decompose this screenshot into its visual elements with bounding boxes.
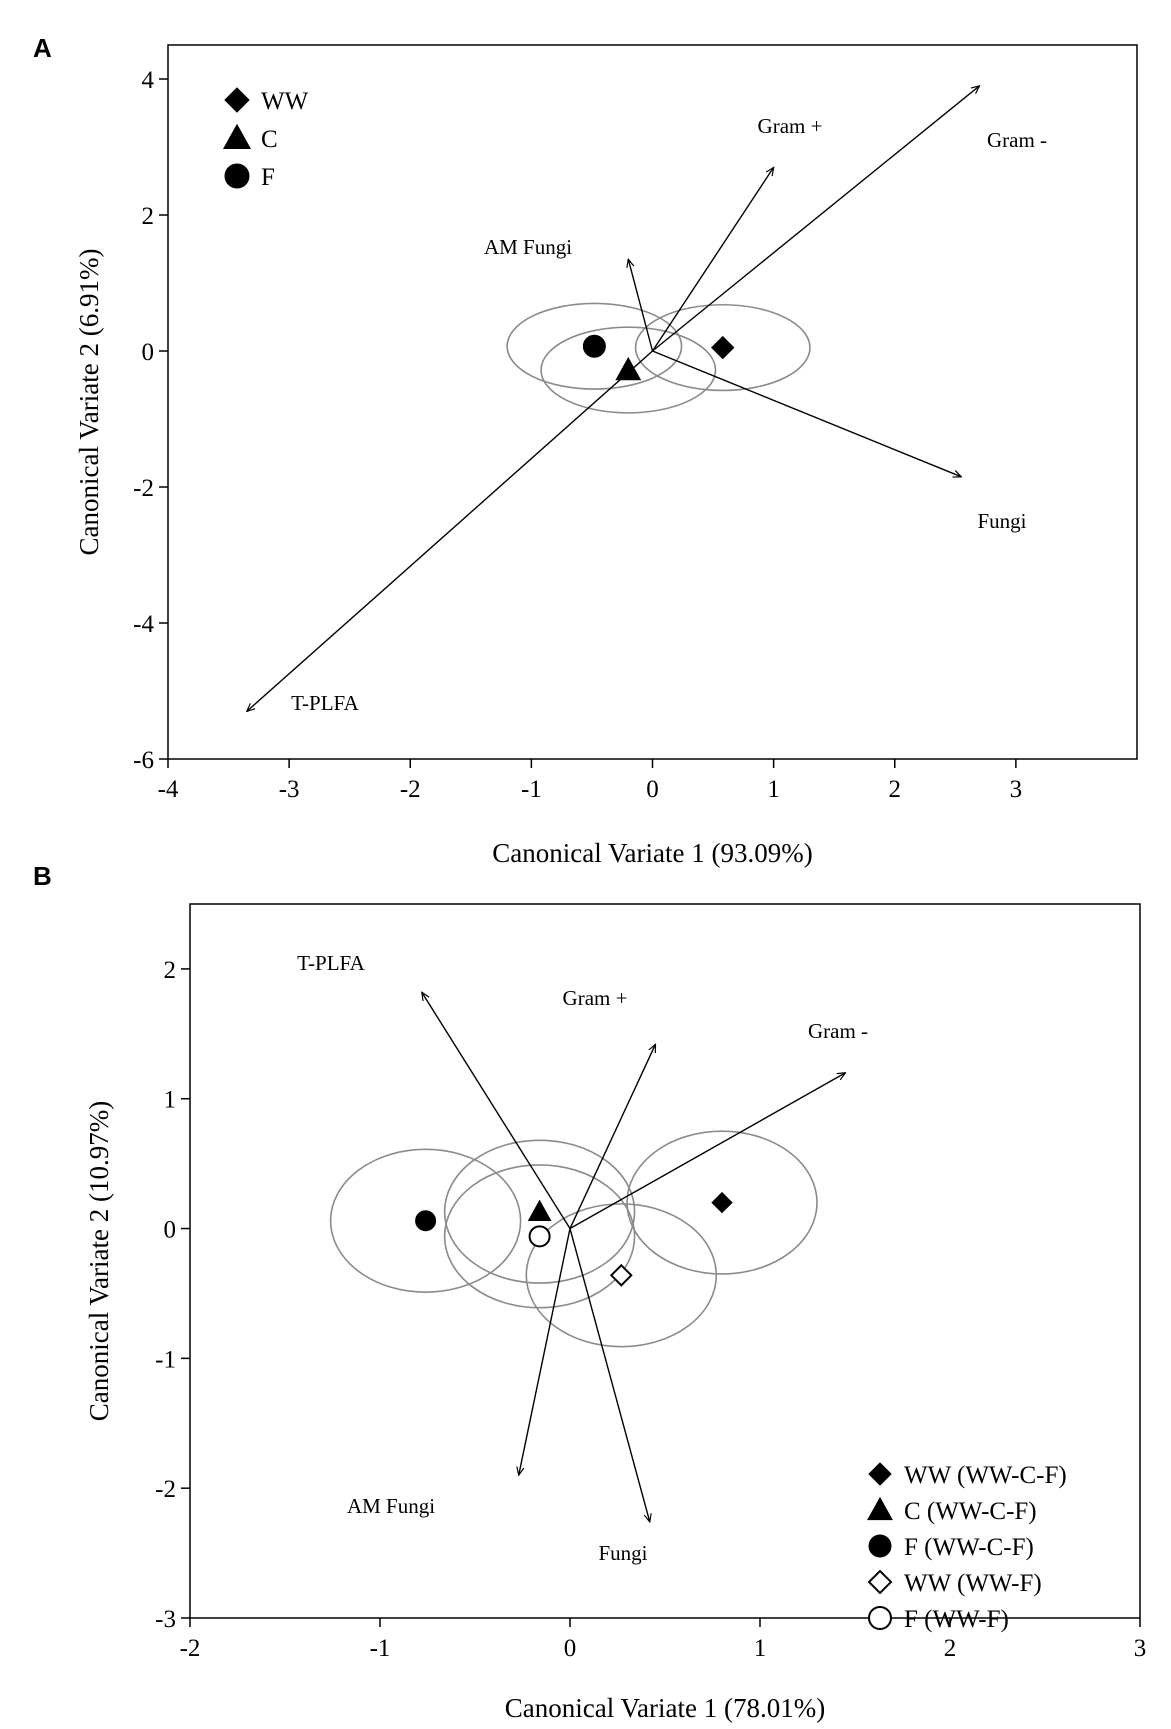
- point-f-ww-f: [528, 1225, 551, 1248]
- ellipse-f-ww-f: [443, 1164, 636, 1309]
- vector-label-gram: Gram -: [808, 1019, 868, 1043]
- x-tick-label: 0: [564, 1635, 577, 1662]
- y-tick-label: 2: [164, 957, 177, 984]
- x-tick-label: -3: [279, 776, 300, 803]
- x-tick-label: 3: [1134, 1635, 1147, 1662]
- vector-gram: [651, 167, 774, 352]
- point-c-ww-c-f: [527, 1199, 552, 1221]
- vector-label-fungi: Fungi: [977, 509, 1026, 533]
- ellipse-ww-ww-c-f: [626, 1130, 818, 1275]
- plot-frame: [189, 903, 1141, 1619]
- legend-marker-c: [222, 123, 252, 150]
- ellipse-f: [506, 302, 683, 390]
- y-tick-label: -2: [133, 475, 154, 502]
- x-tick-label: 0: [646, 776, 659, 803]
- legend-label-ww-ww-c-f: WW (WW-C-F): [904, 1462, 1067, 1489]
- x-tick-label: -2: [180, 1635, 201, 1662]
- legend: WW CF: [222, 87, 309, 191]
- y-tick-label: -4: [133, 611, 154, 638]
- legend-marker-ww: [224, 87, 250, 113]
- legend-label-c-ww-c-f: C (WW-C-F): [904, 1498, 1037, 1525]
- x-tick-label: -1: [521, 776, 542, 803]
- y-tick-label: 4: [142, 67, 155, 94]
- legend-marker-ww-ww-c-f: [868, 1462, 892, 1486]
- ellipse-c: [540, 326, 717, 414]
- legend-marker-f-ww-c-f: [868, 1534, 892, 1558]
- vector-label-gram: Gram +: [758, 114, 823, 138]
- vector-gram: [569, 1073, 846, 1230]
- point-f: [582, 334, 606, 358]
- x-tick-label: 1: [767, 776, 780, 803]
- point-ww-ww-c-f: [711, 1191, 733, 1214]
- vector-label-gram: Gram -: [987, 128, 1047, 152]
- vector-t-plfa: [247, 350, 653, 711]
- vector-label-t-plfa: T-PLFA: [291, 691, 360, 715]
- y-tick-label: 0: [142, 339, 155, 366]
- legend-label-f: F: [261, 164, 275, 191]
- legend-marker-ww-ww-f: [867, 1569, 893, 1595]
- point-ww-ww-f: [609, 1263, 633, 1287]
- x-tick-label: 2: [889, 776, 902, 803]
- vector-label-t-plfa: T-PLFA: [297, 951, 366, 975]
- vector-label-am-fungi: AM Fungi: [484, 235, 572, 259]
- legend-marker-c-ww-c-f: [867, 1496, 893, 1521]
- x-tick-label: -4: [158, 776, 179, 803]
- vector-fungi: [569, 1228, 650, 1522]
- y-axis-title: Canonical Variate 2 (6.91%): [74, 249, 104, 556]
- x-tick-label: 3: [1010, 776, 1023, 803]
- y-tick-label: -2: [155, 1476, 176, 1503]
- x-axis-title: Canonical Variate 1 (78.01%): [505, 1693, 825, 1723]
- vector-fungi: [652, 350, 962, 477]
- ellipse-c-ww-c-f: [443, 1139, 636, 1284]
- y-tick-label: -3: [155, 1606, 176, 1633]
- legend-label-f-ww-f: F (WW-F): [904, 1606, 1009, 1633]
- vector-label-gram: Gram +: [563, 986, 628, 1010]
- x-tick-label: -2: [400, 776, 421, 803]
- legend-marker-f: [224, 163, 250, 189]
- vector-label-fungi: Fungi: [598, 1541, 647, 1565]
- y-axis-title: Canonical Variate 2 (10.97%): [84, 1101, 114, 1421]
- ellipse-ww: [634, 303, 811, 392]
- point-c: [615, 356, 642, 381]
- y-tick-label: -6: [133, 747, 154, 774]
- ellipse-f-ww-c-f: [329, 1148, 522, 1293]
- x-tick-label: -1: [370, 1635, 391, 1662]
- vector-t-plfa: [422, 992, 571, 1229]
- legend-label-ww: WW: [261, 88, 309, 115]
- vector-gram: [652, 86, 980, 352]
- ellipse-ww-ww-f: [525, 1203, 718, 1348]
- x-axis-title: Canonical Variate 1 (93.09%): [492, 838, 812, 868]
- legend-label-c: C: [261, 126, 278, 153]
- vector-gram: [569, 1044, 657, 1229]
- legend-label-ww-ww-f: WW (WW-F): [904, 1570, 1042, 1597]
- vector-am-fungi: [628, 259, 654, 352]
- panel-letter: A: [33, 33, 52, 63]
- y-tick-label: 2: [142, 203, 155, 230]
- x-tick-label: 1: [754, 1635, 767, 1662]
- legend: WW (WW-C-F) C (WW-C-F) F (WW-C-F) WW (WW-F)…: [867, 1462, 1067, 1633]
- legend-label-f-ww-c-f: F (WW-C-F): [904, 1534, 1034, 1561]
- y-tick-label: 0: [164, 1217, 177, 1244]
- legend-marker-f-ww-f: [868, 1606, 892, 1630]
- y-tick-label: -1: [155, 1346, 176, 1373]
- y-tick-label: 1: [164, 1087, 177, 1114]
- panel-letter: B: [33, 861, 52, 891]
- point-f-ww-c-f: [415, 1210, 437, 1232]
- point-ww: [711, 335, 735, 360]
- x-tick-label: 2: [944, 1635, 957, 1662]
- vector-label-am-fungi: AM Fungi: [347, 1494, 435, 1518]
- vector-am-fungi: [519, 1228, 571, 1476]
